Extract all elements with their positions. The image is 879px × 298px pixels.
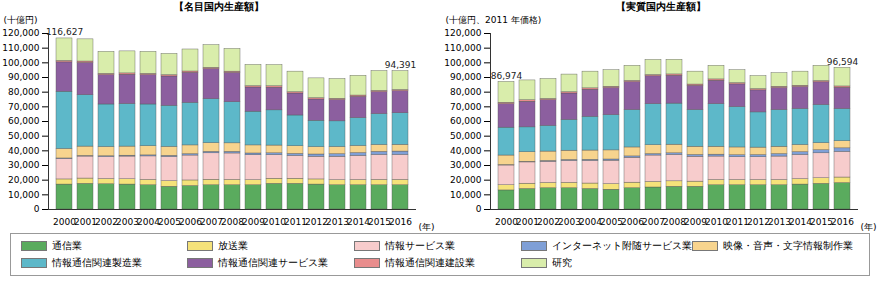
svg-text:20,000: 20,000 <box>450 175 482 185</box>
svg-text:40,000: 40,000 <box>450 146 482 156</box>
svg-text:60,000: 60,000 <box>8 116 40 126</box>
svg-text:2014: 2014 <box>789 217 812 227</box>
svg-text:50,000: 50,000 <box>450 131 482 141</box>
svg-text:2001: 2001 <box>74 217 97 227</box>
svg-text:2014: 2014 <box>347 217 370 227</box>
svg-text:2002: 2002 <box>95 217 118 227</box>
svg-text:2008: 2008 <box>221 217 244 227</box>
html-text:放送業: 放送業 <box>218 240 249 251</box>
svg-text:2000: 2000 <box>53 217 76 227</box>
svg-text:2016: 2016 <box>831 217 854 227</box>
svg-text:120,000: 120,000 <box>2 28 39 38</box>
html-text:インターネット附随サービス業: インターネット附随サービス業 <box>551 240 692 251</box>
svg-text:70,000: 70,000 <box>450 102 482 112</box>
svg-text:30,000: 30,000 <box>8 160 40 170</box>
svg-text:80,000: 80,000 <box>8 87 40 97</box>
svg-text:2004: 2004 <box>137 217 160 227</box>
html-text:【実質国内生産額】: 【実質国内生産額】 <box>615 1 706 12</box>
svg-text:86,974: 86,974 <box>491 71 523 81</box>
svg-text:2015: 2015 <box>810 217 833 227</box>
svg-text:0: 0 <box>476 204 482 214</box>
html-text:情報サービス業: 情報サービス業 <box>385 240 455 251</box>
html-text:【名目国内生産額】: 【名目国内生産額】 <box>173 1 264 12</box>
svg-text:10,000: 10,000 <box>450 190 482 200</box>
svg-text:2007: 2007 <box>200 217 223 227</box>
svg-text:110,000: 110,000 <box>444 43 481 53</box>
html-text:情報通信関連建設業: 情報通信関連建設業 <box>385 257 475 268</box>
svg-text:2010: 2010 <box>263 217 286 227</box>
svg-text:20,000: 20,000 <box>8 175 40 185</box>
svg-text:40,000: 40,000 <box>8 146 40 156</box>
svg-text:90,000: 90,000 <box>8 72 40 82</box>
svg-text:2004: 2004 <box>579 217 602 227</box>
svg-text:2001: 2001 <box>516 217 539 227</box>
svg-text:2015: 2015 <box>368 217 391 227</box>
svg-text:2009: 2009 <box>242 217 265 227</box>
svg-text:2007: 2007 <box>642 217 665 227</box>
svg-text:2016: 2016 <box>389 217 412 227</box>
svg-text:80,000: 80,000 <box>450 87 482 97</box>
svg-text:(年): (年) <box>860 222 876 232</box>
svg-text:2005: 2005 <box>158 217 181 227</box>
svg-text:2005: 2005 <box>600 217 623 227</box>
svg-text:10,000: 10,000 <box>8 190 40 200</box>
svg-text:(十億円、2011 年価格): (十億円、2011 年価格) <box>446 15 542 25</box>
svg-text:100,000: 100,000 <box>2 58 39 68</box>
svg-text:2008: 2008 <box>663 217 686 227</box>
svg-text:2012: 2012 <box>305 217 328 227</box>
svg-text:70,000: 70,000 <box>8 102 40 112</box>
svg-text:0: 0 <box>34 204 40 214</box>
svg-text:2010: 2010 <box>705 217 728 227</box>
svg-text:116,627: 116,627 <box>46 27 83 37</box>
html-text:情報通信関連サービス業: 情報通信関連サービス業 <box>218 257 329 268</box>
svg-text:94,391: 94,391 <box>385 60 417 70</box>
svg-text:2011: 2011 <box>284 217 307 227</box>
svg-text:110,000: 110,000 <box>2 43 39 53</box>
svg-text:2006: 2006 <box>179 217 202 227</box>
svg-text:30,000: 30,000 <box>450 160 482 170</box>
svg-text:90,000: 90,000 <box>450 72 482 82</box>
svg-text:2012: 2012 <box>747 217 770 227</box>
svg-text:(十億円): (十億円) <box>4 15 38 25</box>
svg-text:2002: 2002 <box>537 217 560 227</box>
html-text:研究: 研究 <box>551 257 572 268</box>
html-text:通信業: 通信業 <box>51 240 82 251</box>
svg-text:2000: 2000 <box>495 217 518 227</box>
svg-text:2009: 2009 <box>684 217 707 227</box>
svg-text:2011: 2011 <box>726 217 749 227</box>
svg-text:2006: 2006 <box>621 217 644 227</box>
svg-text:2013: 2013 <box>768 217 791 227</box>
svg-text:2003: 2003 <box>558 217 581 227</box>
svg-text:2003: 2003 <box>116 217 139 227</box>
svg-text:120,000: 120,000 <box>444 28 481 38</box>
svg-text:(年): (年) <box>418 222 434 232</box>
html-text:情報通信関連製造業: 情報通信関連製造業 <box>51 257 142 268</box>
svg-text:96,594: 96,594 <box>827 57 859 67</box>
svg-text:50,000: 50,000 <box>8 131 40 141</box>
svg-text:2013: 2013 <box>326 217 349 227</box>
svg-text:60,000: 60,000 <box>450 116 482 126</box>
svg-text:100,000: 100,000 <box>444 58 481 68</box>
html-text:映像・音声・文字情報制作業: 映像・音声・文字情報制作業 <box>722 240 853 251</box>
